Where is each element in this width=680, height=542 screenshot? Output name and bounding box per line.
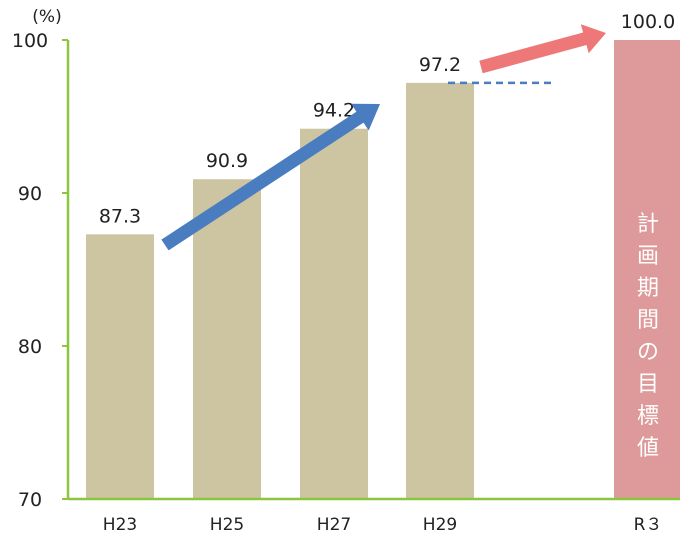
target-label-char: 値	[637, 436, 659, 461]
target-label-char: の	[637, 340, 659, 365]
value-label: 87.3	[99, 205, 141, 227]
y-axis-unit-label: (%)	[32, 7, 61, 27]
y-ticks-group: 70 80 90 100	[12, 30, 68, 511]
x-tick-label: H29	[423, 515, 457, 535]
bar-H25	[193, 179, 261, 500]
target-label-char: 画	[637, 244, 659, 269]
value-label: 94.2	[313, 100, 355, 122]
y-tick-label: 90	[18, 183, 42, 205]
x-tick-label: H27	[317, 515, 351, 535]
value-label: 100.0	[621, 11, 675, 33]
value-label: 90.9	[206, 150, 248, 172]
target-label-char: 期	[637, 276, 659, 301]
bar-H27	[300, 128, 368, 500]
x-labels-group: H23 H25 H27 H29 R３	[103, 515, 663, 535]
y-tick-label: 70	[18, 489, 42, 511]
target-arrow	[479, 24, 606, 74]
bar-H23	[86, 234, 154, 499]
bars-group	[86, 40, 680, 500]
target-label-char: 目	[637, 372, 659, 397]
y-tick-label: 80	[18, 336, 42, 358]
y-tick-label: 100	[12, 30, 48, 52]
x-tick-label: H23	[103, 515, 137, 535]
trend-arrow	[161, 103, 380, 251]
x-tick-label: H25	[210, 515, 244, 535]
target-label-char: 標	[637, 404, 659, 429]
arrows-group	[161, 24, 606, 251]
target-label-char: 計	[637, 212, 659, 237]
x-tick-label: R３	[634, 515, 663, 535]
value-label: 97.2	[419, 54, 461, 76]
value-labels-group: 87.3 90.9 94.2 97.2 100.0	[99, 11, 675, 227]
target-label-char: 間	[637, 308, 659, 333]
bar-H29	[406, 82, 474, 499]
target-bar	[614, 40, 680, 499]
